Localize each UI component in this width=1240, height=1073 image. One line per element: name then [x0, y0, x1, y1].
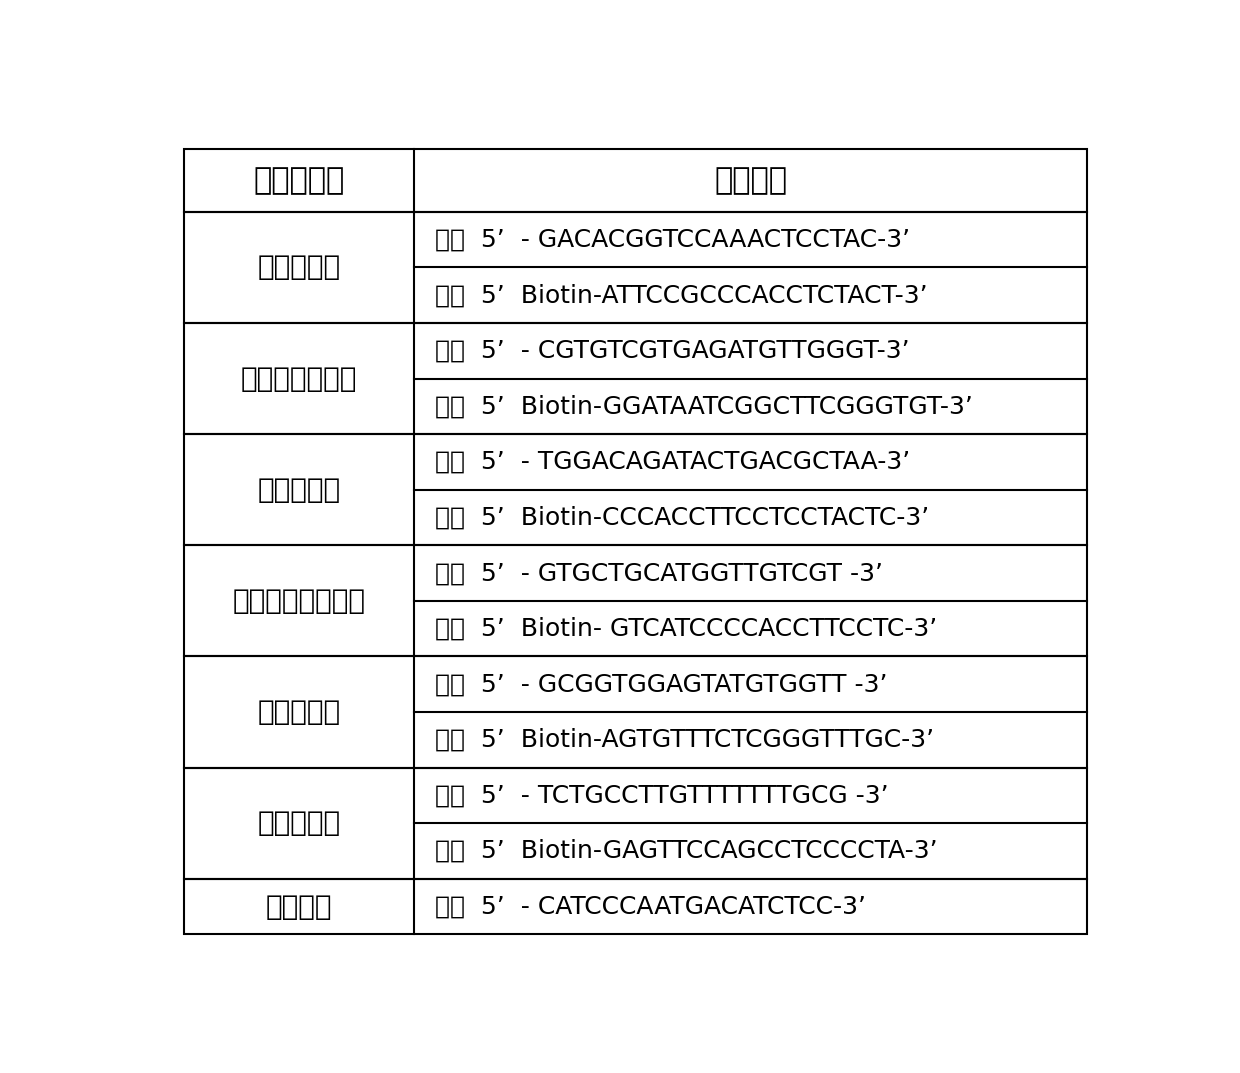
Text: 艰难梭菌: 艰难梭菌 [265, 893, 332, 921]
Bar [184, 657, 1087, 767]
Text: 上游  5’  - GACACGGTCCAAACTCCTAC-3’: 上游 5’ - GACACGGTCCAAACTCCTAC-3’ [435, 227, 910, 252]
Text: 上游  5’  - CGTGTCGTGAGATGTTGGGT-3’: 上游 5’ - CGTGTCGTGAGATGTTGGGT-3’ [435, 339, 910, 363]
Text: 下游  5’  Biotin-GAGTTCCAGCCTCCCCTA-3’: 下游 5’ Biotin-GAGTTCCAGCCTCCCCTA-3’ [435, 839, 937, 863]
Bar [184, 149, 1087, 212]
Text: 下游  5’  Biotin-GGATAATCGGCTTCGGGTGT-3’: 下游 5’ Biotin-GGATAATCGGCTTCGGGTGT-3’ [435, 395, 973, 418]
Text: 下游  5’  Biotin-AGTGTTTCTCGGGTTTGC-3’: 下游 5’ Biotin-AGTGTTTCTCGGGTTTGC-3’ [435, 727, 935, 752]
Text: 产黑色素普雷沃菌: 产黑色素普雷沃菌 [233, 587, 366, 615]
Text: 脆弱类杆菌: 脆弱类杆菌 [258, 253, 341, 281]
Bar [184, 435, 1087, 545]
Text: 厌氧消化链球菌: 厌氧消化链球菌 [241, 365, 357, 393]
Bar [184, 545, 1087, 657]
Text: 下游  5’  Biotin-ATTCCGCCCACCTCTACT-3’: 下游 5’ Biotin-ATTCCGCCCACCTCTACT-3’ [435, 283, 928, 307]
Text: 具核梭杆菌: 具核梭杆菌 [258, 475, 341, 503]
Text: 小韦荣球菌: 小韦荣球菌 [258, 699, 341, 726]
Bar [184, 323, 1087, 435]
Text: 上游  5’  - GTGCTGCATGGTTGTCGT -3’: 上游 5’ - GTGCTGCATGGTTGTCGT -3’ [435, 561, 883, 585]
Bar [184, 212, 1087, 323]
Text: 厌氧菌种类: 厌氧菌种类 [253, 166, 345, 195]
Text: 下游  5’  Biotin-CCCACCTTCCTCCTACTC-3’: 下游 5’ Biotin-CCCACCTTCCTCCTACTC-3’ [435, 505, 930, 530]
Text: 衣氏放线菌: 衣氏放线菌 [258, 809, 341, 837]
Bar [184, 767, 1087, 879]
Text: 上游  5’  - GCGGTGGAGTATGTGGTT -3’: 上游 5’ - GCGGTGGAGTATGTGGTT -3’ [435, 673, 888, 696]
Text: 上游  5’  - TGGACAGATACTGACGCTAA-3’: 上游 5’ - TGGACAGATACTGACGCTAA-3’ [435, 450, 910, 474]
Text: 上游  5’  - TCTGCCTTGTTTTTTTGCG -3’: 上游 5’ - TCTGCCTTGTTTTTTTGCG -3’ [435, 783, 889, 807]
Bar [184, 879, 1087, 935]
Text: 上游  5’  - CATCCCAATGACATCTCC-3’: 上游 5’ - CATCCCAATGACATCTCC-3’ [435, 895, 867, 918]
Text: 下游  5’  Biotin- GTCATCCCCACCTTCCTC-3’: 下游 5’ Biotin- GTCATCCCCACCTTCCTC-3’ [435, 617, 937, 641]
Text: 引物序列: 引物序列 [714, 166, 787, 195]
